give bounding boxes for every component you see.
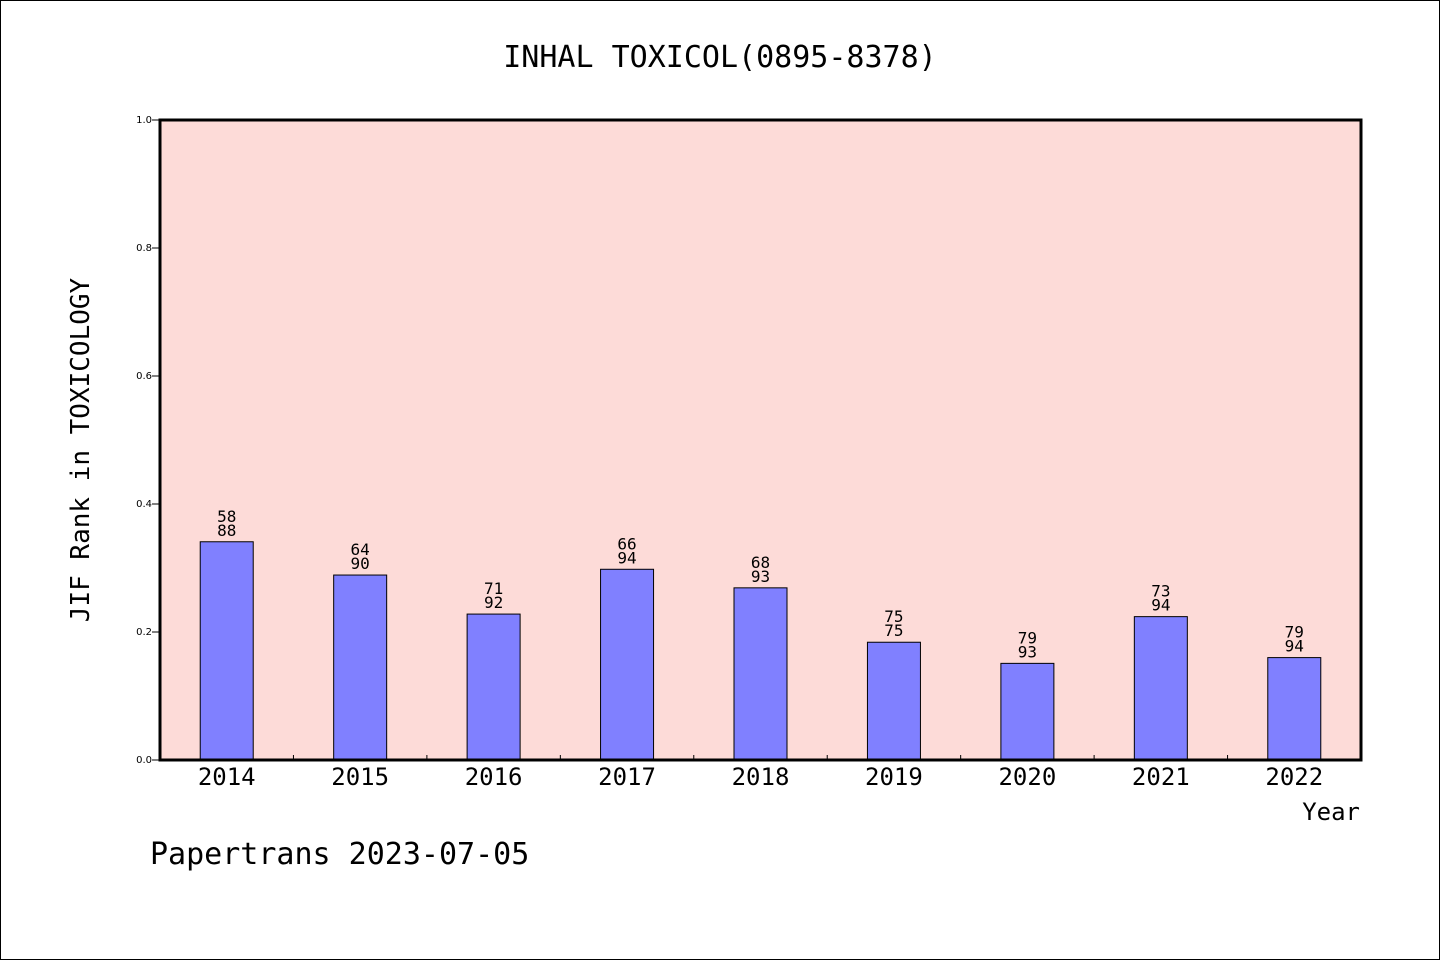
x-tick-label-2019: 2019 [865, 763, 923, 791]
total-label-2015: 90 [351, 554, 370, 573]
bar-2015 [333, 574, 388, 761]
x-tick-label-2021: 2021 [1132, 763, 1190, 791]
chart-title: INHAL TOXICOL(0895-8378) [503, 40, 936, 75]
total-label-2016: 92 [484, 593, 503, 612]
x-tick-label-2022: 2022 [1265, 763, 1323, 791]
x-tick-label-2018: 2018 [732, 763, 790, 791]
y-tick-label-0.2: 0.2 [136, 627, 152, 638]
total-label-2019: 75 [884, 621, 903, 640]
x-tick-label-2015: 2015 [331, 763, 389, 791]
x-tick-label-2014: 2014 [198, 763, 256, 791]
y-ticks-group: 0.0 0.2 0.4 0.6 0.8 1.0 [136, 115, 160, 766]
total-label-2021: 94 [1151, 596, 1170, 615]
bar-2014 [199, 541, 254, 761]
rank-label-2021: 73 [1151, 582, 1170, 601]
bar-2022 [1267, 657, 1322, 761]
x-tick-label-2016: 2016 [465, 763, 523, 791]
y-tick-label-0.4: 0.4 [136, 499, 152, 510]
rank-label-2014: 58 [217, 507, 236, 526]
x-tick-label-2020: 2020 [998, 763, 1056, 791]
total-label-2022: 94 [1285, 637, 1304, 656]
rank-label-2017: 66 [617, 534, 636, 553]
bar-2020 [1000, 662, 1055, 761]
bar-2017 [600, 568, 655, 761]
y-tick-label-0.0: 0.0 [136, 755, 152, 766]
x-axis-label: Year [1302, 798, 1360, 826]
y-tick-label-0.6: 0.6 [136, 371, 152, 382]
rank-label-2015: 64 [351, 540, 370, 559]
y-tick-label-0.8: 0.8 [136, 243, 152, 254]
y-axis-label: JIF Rank in TOXICOLOGY [66, 277, 96, 622]
plot-border [158, 118, 1363, 762]
bar-2018 [733, 587, 788, 761]
x-ticks-group: 2014 2015 2016 2017 2018 2019 2020 2021 2022 [198, 755, 1323, 791]
y-tick-label-1.0: 1.0 [136, 115, 152, 126]
bars-group [199, 541, 1322, 761]
rank-label-2018: 68 [751, 553, 770, 572]
x-tick-label-2017: 2017 [598, 763, 656, 791]
rank-label-2019: 75 [884, 607, 903, 626]
rank-label-2016: 71 [484, 579, 503, 598]
total-label-2017: 94 [617, 548, 636, 567]
bar-2019 [866, 641, 921, 761]
bar-2021 [1133, 616, 1188, 761]
total-label-2014: 88 [217, 521, 236, 540]
rank-label-2020: 79 [1018, 628, 1037, 647]
bar-2016 [466, 613, 521, 761]
total-label-2020: 93 [1018, 642, 1037, 661]
total-label-2018: 93 [751, 567, 770, 586]
footer-text: Papertrans 2023-07-05 [150, 837, 529, 872]
rank-label-2022: 79 [1285, 623, 1304, 642]
